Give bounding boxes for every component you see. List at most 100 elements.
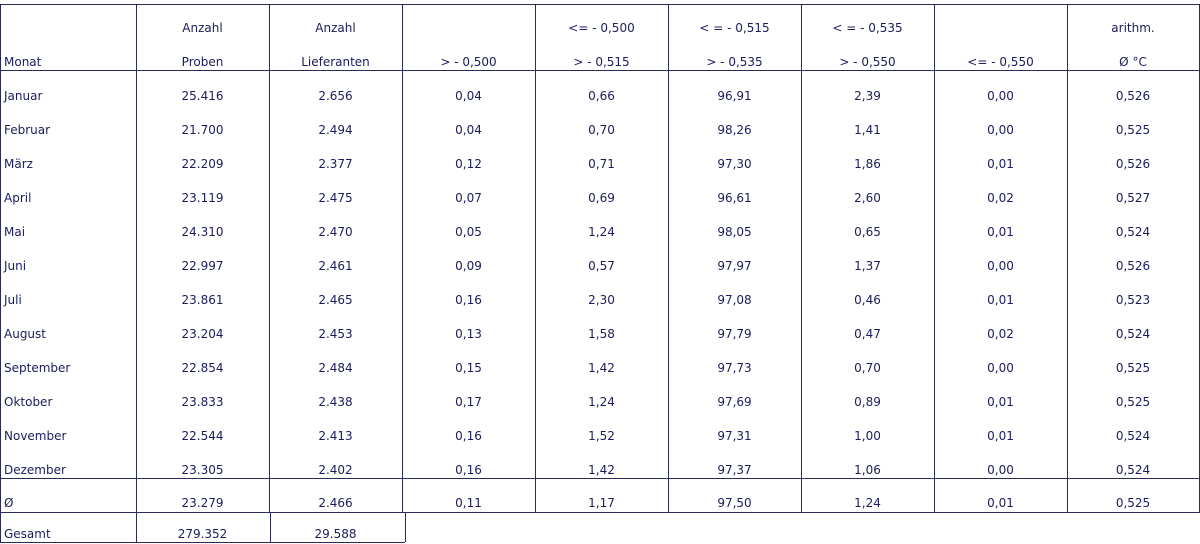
rule bbox=[136, 4, 137, 512]
cell: 0,05 bbox=[455, 225, 482, 239]
cell: 23.833 bbox=[181, 395, 224, 409]
rule bbox=[405, 512, 406, 542]
cell: 0,00 bbox=[987, 361, 1014, 375]
cell: 0,04 bbox=[455, 123, 482, 137]
cell: 0,17 bbox=[455, 395, 482, 409]
header-cell: arithm. bbox=[1111, 21, 1155, 35]
cell: 2.402 bbox=[318, 463, 353, 477]
cell: 1,42 bbox=[588, 361, 615, 375]
rule bbox=[0, 70, 1200, 71]
rule bbox=[668, 4, 669, 512]
header-cell: Anzahl bbox=[315, 21, 356, 35]
cell: Mai bbox=[4, 225, 26, 239]
cell: 0,13 bbox=[455, 327, 482, 341]
cell: 96,91 bbox=[717, 89, 752, 103]
cell: 23.305 bbox=[181, 463, 224, 477]
cell: 0,46 bbox=[854, 293, 881, 307]
average-cell: 0,01 bbox=[987, 496, 1014, 510]
cell: 1,37 bbox=[854, 259, 881, 273]
cell: 2.413 bbox=[318, 429, 353, 443]
header-cell: Anzahl bbox=[182, 21, 223, 35]
cell: 0,71 bbox=[588, 157, 615, 171]
cell: 97,97 bbox=[717, 259, 752, 273]
header-cell: > - 0,535 bbox=[706, 55, 763, 69]
rule bbox=[402, 4, 403, 512]
cell: 1,24 bbox=[588, 225, 615, 239]
total-cell: 29.588 bbox=[314, 527, 357, 541]
rule bbox=[934, 4, 935, 512]
cell: 0,16 bbox=[455, 463, 482, 477]
cell: 0,12 bbox=[455, 157, 482, 171]
rule bbox=[269, 4, 270, 512]
cell: Juli bbox=[4, 293, 22, 307]
cell: 1,52 bbox=[588, 429, 615, 443]
cell: 25.416 bbox=[181, 89, 224, 103]
cell: 2.656 bbox=[318, 89, 353, 103]
cell: 0,70 bbox=[854, 361, 881, 375]
cell: 0,01 bbox=[987, 225, 1014, 239]
cell: 2.438 bbox=[318, 395, 353, 409]
cell: 2.465 bbox=[318, 293, 353, 307]
cell: 23.861 bbox=[181, 293, 224, 307]
cell: 97,73 bbox=[717, 361, 752, 375]
cell: 2.461 bbox=[318, 259, 353, 273]
cell: 2,30 bbox=[588, 293, 615, 307]
average-cell: 1,24 bbox=[854, 496, 881, 510]
total-cell: 279.352 bbox=[177, 527, 228, 541]
cell: 2.453 bbox=[318, 327, 353, 341]
cell: 98,26 bbox=[717, 123, 752, 137]
cell: 21.700 bbox=[181, 123, 224, 137]
average-cell: 0,11 bbox=[455, 496, 482, 510]
cell: 0,02 bbox=[987, 191, 1014, 205]
rule bbox=[801, 4, 802, 512]
header-cell: Lieferanten bbox=[301, 55, 370, 69]
rule bbox=[136, 512, 137, 542]
cell: 2.377 bbox=[318, 157, 353, 171]
rule bbox=[535, 4, 536, 512]
cell: 2,60 bbox=[854, 191, 881, 205]
cell: 0,15 bbox=[455, 361, 482, 375]
cell: Februar bbox=[4, 123, 51, 137]
cell: 0,89 bbox=[854, 395, 881, 409]
cell: 0,69 bbox=[588, 191, 615, 205]
cell: 2.470 bbox=[318, 225, 353, 239]
cell: 22.854 bbox=[181, 361, 224, 375]
average-cell: 0,525 bbox=[1115, 496, 1151, 510]
header-cell: <= - 0,500 bbox=[568, 21, 635, 35]
cell: 0,00 bbox=[987, 89, 1014, 103]
cell: 1,41 bbox=[854, 123, 881, 137]
cell: November bbox=[4, 429, 67, 443]
cell: 0,66 bbox=[588, 89, 615, 103]
rule bbox=[0, 478, 1200, 479]
cell: 0,523 bbox=[1115, 293, 1151, 307]
cell: 0,00 bbox=[987, 123, 1014, 137]
cell: 0,526 bbox=[1115, 89, 1151, 103]
cell: 0,524 bbox=[1115, 429, 1151, 443]
cell: Dezember bbox=[4, 463, 66, 477]
cell: 0,526 bbox=[1115, 157, 1151, 171]
cell: März bbox=[4, 157, 33, 171]
cell: 0,00 bbox=[987, 259, 1014, 273]
cell: 0,01 bbox=[987, 293, 1014, 307]
cell: 0,09 bbox=[455, 259, 482, 273]
cell: 1,58 bbox=[588, 327, 615, 341]
cell: 0,65 bbox=[854, 225, 881, 239]
cell: 0,47 bbox=[854, 327, 881, 341]
average-cell: 2.466 bbox=[318, 496, 353, 510]
cell: 0,07 bbox=[455, 191, 482, 205]
header-cell: > - 0,500 bbox=[440, 55, 497, 69]
cell: 0,16 bbox=[455, 429, 482, 443]
header-cell: <= - 0,550 bbox=[967, 55, 1034, 69]
cell: 23.204 bbox=[181, 327, 224, 341]
cell: 1,24 bbox=[588, 395, 615, 409]
cell: August bbox=[4, 327, 46, 341]
cell: 24.310 bbox=[181, 225, 224, 239]
header-cell: Monat bbox=[4, 55, 42, 69]
header-cell: Ø °C bbox=[1119, 55, 1147, 69]
rule bbox=[0, 4, 1, 512]
cell: 97,30 bbox=[717, 157, 752, 171]
cell: 0,525 bbox=[1115, 361, 1151, 375]
rule bbox=[270, 512, 271, 542]
average-cell: Ø bbox=[4, 496, 14, 510]
header-cell: > - 0,550 bbox=[839, 55, 896, 69]
